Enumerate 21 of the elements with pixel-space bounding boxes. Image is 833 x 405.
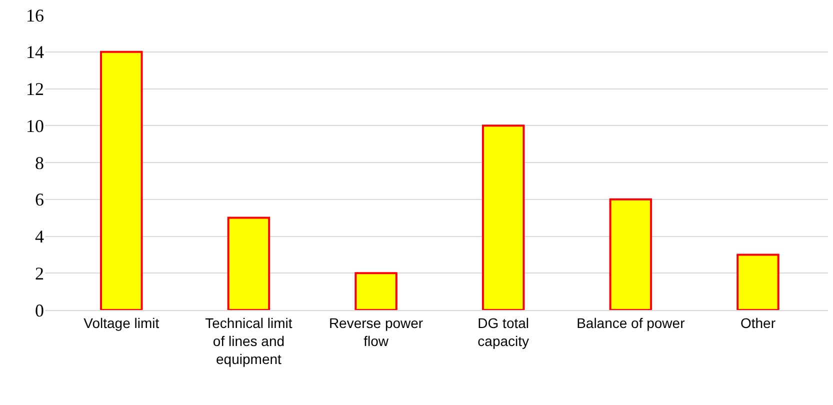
x-tick-label: Technical limit of lines and equipment <box>205 314 292 368</box>
bar <box>482 124 525 310</box>
y-tick-label: 10 <box>26 116 44 136</box>
y-tick-label: 8 <box>35 152 44 173</box>
y-tick-label: 0 <box>35 300 44 320</box>
y-tick-label: 16 <box>26 5 44 26</box>
y-tick-label: 14 <box>26 42 44 62</box>
y-tick-label: 6 <box>35 190 44 210</box>
x-tick-label: Reverse power flow <box>328 314 424 349</box>
y-tick-label: 12 <box>26 79 44 100</box>
x-tick-label: Other <box>740 314 776 331</box>
x-tick-label: Voltage limit <box>84 314 160 331</box>
bar <box>227 216 270 310</box>
bar <box>609 198 652 310</box>
bar <box>736 254 780 310</box>
x-tick-label: Balance of power <box>576 314 686 331</box>
bar <box>354 272 398 310</box>
y-tick-label: 2 <box>35 263 44 284</box>
bar <box>100 50 143 310</box>
x-tick-label: DG total capacity <box>478 314 530 349</box>
y-tick-label: 4 <box>35 226 44 247</box>
